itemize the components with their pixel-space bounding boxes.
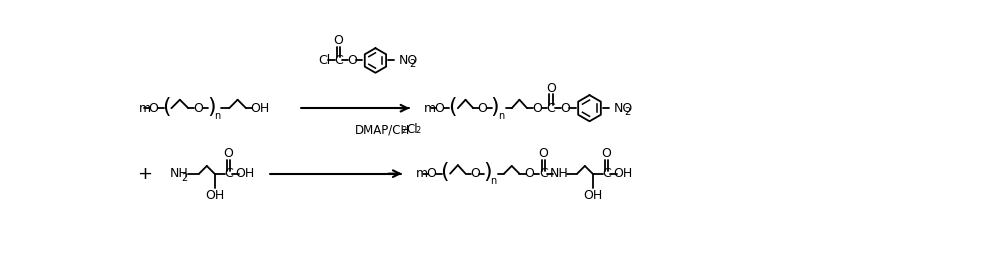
- Text: O: O: [434, 102, 444, 115]
- Text: NO: NO: [613, 102, 633, 115]
- Text: O: O: [546, 82, 556, 95]
- Text: O: O: [532, 102, 542, 115]
- Text: m: m: [139, 102, 151, 115]
- Text: O: O: [538, 147, 548, 160]
- Text: O: O: [560, 102, 570, 115]
- Text: +: +: [137, 165, 152, 183]
- Text: O: O: [427, 167, 437, 180]
- Text: n: n: [498, 111, 504, 121]
- Text: O: O: [470, 167, 480, 180]
- Text: (: (: [448, 97, 457, 117]
- Text: DMAP/CH: DMAP/CH: [355, 123, 410, 136]
- Text: C: C: [602, 167, 611, 180]
- Text: Cl: Cl: [406, 123, 418, 136]
- Text: O: O: [334, 34, 343, 47]
- Text: NO: NO: [399, 54, 418, 67]
- Text: 2: 2: [181, 173, 188, 183]
- Text: (: (: [440, 162, 449, 182]
- Text: m: m: [424, 102, 436, 115]
- Text: O: O: [347, 54, 357, 67]
- Text: n: n: [214, 111, 221, 121]
- Text: ): ): [207, 97, 216, 117]
- Text: ): ): [483, 162, 491, 182]
- Text: OH: OH: [205, 189, 224, 202]
- Text: C: C: [547, 102, 555, 115]
- Text: C: C: [224, 167, 233, 180]
- Text: $_2$: $_2$: [415, 123, 422, 136]
- Text: ): ): [490, 97, 499, 117]
- Text: OH: OH: [250, 102, 270, 115]
- Text: OH: OH: [236, 167, 255, 180]
- Text: O: O: [478, 102, 487, 115]
- Text: OH: OH: [613, 167, 632, 180]
- Text: O: O: [223, 147, 233, 160]
- Text: O: O: [602, 147, 611, 160]
- Text: OH: OH: [583, 189, 602, 202]
- Text: $_2$: $_2$: [401, 123, 407, 136]
- Text: n: n: [490, 176, 496, 186]
- Text: C: C: [334, 54, 343, 67]
- Text: NH: NH: [170, 167, 189, 180]
- Text: C: C: [539, 167, 548, 180]
- Text: 2: 2: [624, 107, 630, 117]
- Text: Cl: Cl: [318, 54, 331, 67]
- Text: NH: NH: [549, 167, 568, 180]
- Text: m: m: [416, 167, 428, 180]
- Text: O: O: [193, 102, 203, 115]
- Text: (: (: [162, 97, 171, 117]
- Text: 2: 2: [409, 59, 416, 69]
- Text: O: O: [525, 167, 534, 180]
- Text: O: O: [148, 102, 158, 115]
